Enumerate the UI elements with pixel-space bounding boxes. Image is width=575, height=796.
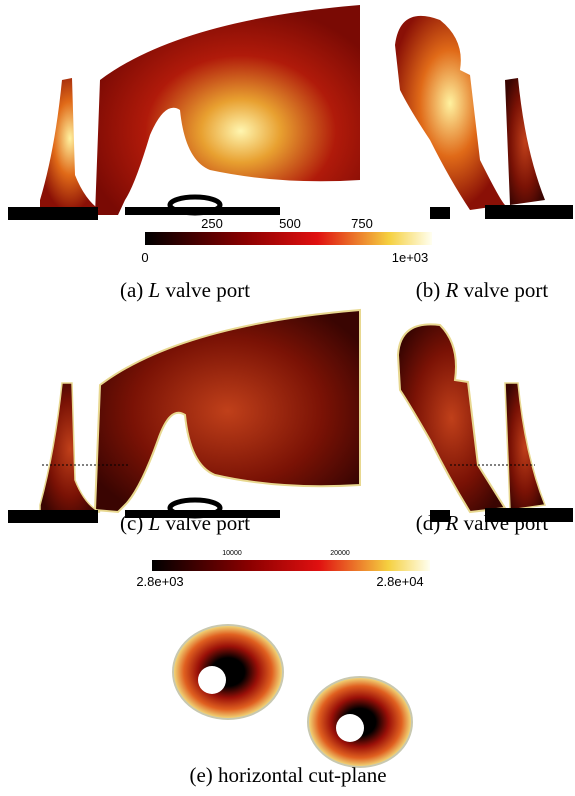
- valve-jet: [505, 78, 545, 205]
- valve-seat: [8, 510, 98, 523]
- colorbar-min: 2.8e+03: [136, 574, 183, 589]
- figure: 250 500 750 0 1e+03 (a) L valve port (b)…: [0, 0, 575, 796]
- panel-top: [8, 5, 573, 220]
- valve-jet: [505, 383, 545, 510]
- colorbar-tick: 250: [201, 216, 223, 231]
- colorbar-gradient: [145, 232, 432, 245]
- panel-bottom: [173, 625, 412, 767]
- flow-field: [398, 324, 505, 512]
- caption-part: valve port: [464, 278, 549, 302]
- caption-part: (a): [120, 278, 143, 302]
- valve-jet: [40, 383, 100, 515]
- valve-stem: [198, 666, 226, 694]
- caption: (a) L valve port: [120, 278, 250, 302]
- caption-part: (b): [416, 278, 441, 302]
- colorbar-tick: 10000: [222, 550, 242, 557]
- colorbar-max: 2.8e+04: [376, 574, 423, 589]
- valve-head: [170, 197, 220, 213]
- caption: (d) R valve port: [416, 511, 549, 535]
- caption-part: R: [445, 511, 459, 535]
- valve-seat: [485, 205, 573, 219]
- caption-part: L: [148, 278, 161, 302]
- cut-section: [173, 625, 283, 719]
- colorbar-max: 1e+03: [392, 250, 429, 265]
- caption-part: valve port: [464, 511, 549, 535]
- valve-jet: [40, 78, 100, 212]
- panel-middle: [8, 310, 573, 523]
- caption-part: horizontal cut-plane: [218, 763, 387, 787]
- colorbar-min: 0: [141, 250, 148, 265]
- flow-field: [95, 310, 360, 512]
- flow-field: [95, 5, 360, 215]
- colorbar-tick: 20000: [330, 550, 350, 557]
- caption-part: (e): [189, 763, 212, 787]
- colorbar-tick: 750: [351, 216, 373, 231]
- caption-part: valve port: [165, 278, 250, 302]
- valve-stem: [336, 714, 364, 742]
- caption: (c) L valve port: [120, 511, 250, 535]
- caption-part: (c): [120, 511, 143, 535]
- caption-part: R: [445, 278, 459, 302]
- colorbar: 250 500 750 0 1e+03: [141, 216, 432, 265]
- caption-part: (d): [416, 511, 441, 535]
- caption-part: L: [148, 511, 161, 535]
- valve-seat: [8, 207, 98, 220]
- valve-seat: [430, 207, 450, 219]
- colorbar-gradient: [152, 560, 430, 571]
- colorbar-tick: 500: [279, 216, 301, 231]
- colorbar: 10000 20000 2.8e+03 2.8e+04: [136, 550, 430, 589]
- flow-field: [395, 16, 505, 210]
- caption: (e) horizontal cut-plane: [189, 763, 386, 787]
- caption-part: valve port: [165, 511, 250, 535]
- caption: (b) R valve port: [416, 278, 549, 302]
